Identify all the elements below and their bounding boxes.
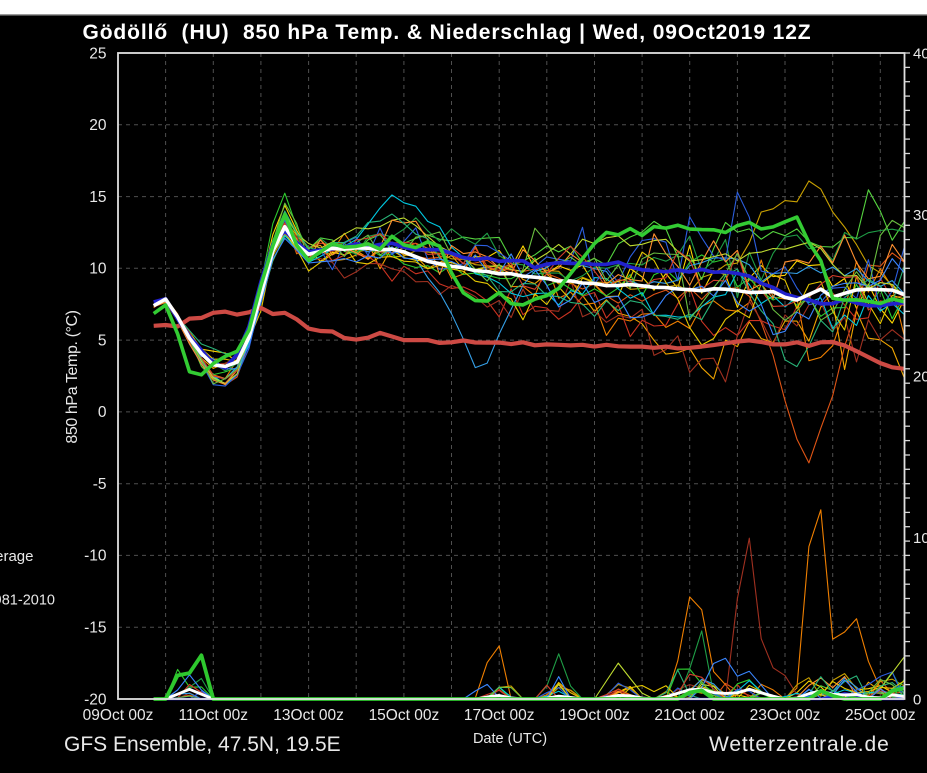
svg-text:17Oct 00z: 17Oct 00z: [464, 707, 535, 724]
svg-text:25: 25: [89, 45, 106, 62]
svg-text:20: 20: [913, 368, 927, 385]
svg-text:30: 30: [913, 207, 927, 224]
svg-text:Date (UTC): Date (UTC): [473, 731, 547, 747]
svg-text:21Oct 00z: 21Oct 00z: [654, 707, 725, 724]
svg-text:40: 40: [913, 45, 927, 62]
svg-text:average: average: [0, 548, 34, 565]
svg-text:-10: -10: [84, 548, 107, 565]
svg-text:0: 0: [98, 404, 107, 421]
svg-text:15Oct 00z: 15Oct 00z: [369, 707, 440, 724]
svg-text:GFS Ensemble, 47.5N, 19.5E: GFS Ensemble, 47.5N, 19.5E: [64, 733, 341, 756]
svg-text:0: 0: [913, 691, 921, 708]
svg-text:-15: -15: [84, 620, 106, 637]
svg-text:1981-2010: 1981-2010: [0, 593, 55, 609]
svg-text:09Oct 00z: 09Oct 00z: [83, 707, 154, 724]
svg-text:13Oct 00z: 13Oct 00z: [273, 707, 344, 724]
svg-text:20: 20: [89, 117, 107, 134]
svg-text:10: 10: [913, 530, 927, 547]
svg-text:Wetterzentrale.de: Wetterzentrale.de: [709, 733, 890, 756]
svg-text:25Oct 00z: 25Oct 00z: [845, 707, 916, 724]
svg-text:Gödöllő (HU) 850 hPa Temp. &: Gödöllő (HU) 850 hPa Temp. & Niederschla…: [82, 21, 811, 44]
svg-text:10: 10: [89, 261, 107, 278]
svg-text:15: 15: [89, 189, 106, 206]
svg-text:5: 5: [98, 332, 107, 349]
svg-text:19Oct 00z: 19Oct 00z: [559, 707, 630, 724]
svg-text:-20: -20: [84, 691, 107, 708]
svg-text:-5: -5: [93, 476, 107, 493]
svg-text:850 hPa Temp. (°C): 850 hPa Temp. (°C): [64, 310, 81, 443]
svg-text:11Oct 00z: 11Oct 00z: [179, 707, 249, 724]
svg-text:23Oct 00z: 23Oct 00z: [750, 707, 821, 724]
